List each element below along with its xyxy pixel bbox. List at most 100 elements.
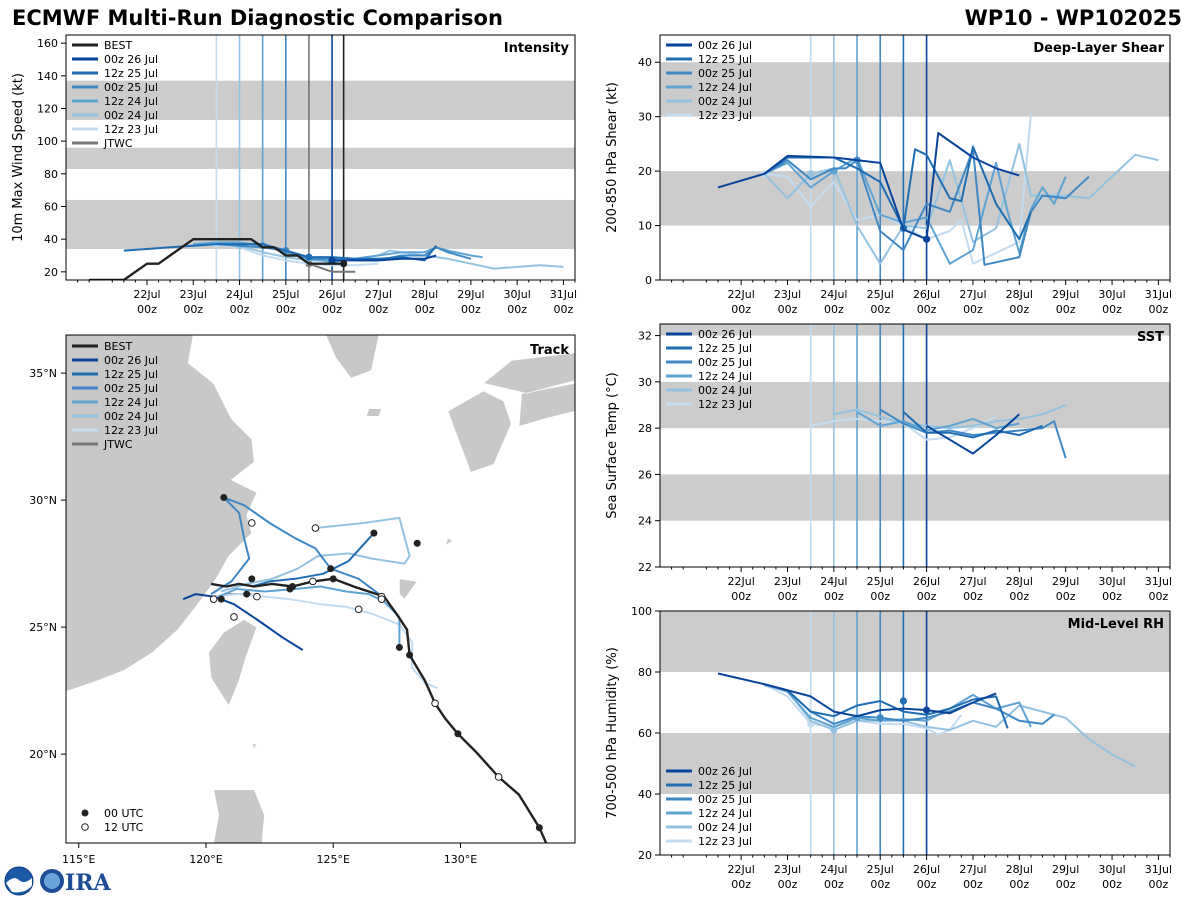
x-tick-label-hour: 00z [276,303,296,316]
series-jtwc [308,262,356,273]
marker-00z-24-jul [830,726,838,734]
x-tick-label-hour: 00z [870,590,890,603]
x-tick-label-date: 28Jul [1006,288,1033,301]
y-tick-label: 30 [638,111,652,124]
luzon-land [213,789,265,843]
shaded-band [660,62,1170,117]
x-tick-label-date: 28Jul [411,288,438,301]
series-12z-23-jul [763,683,963,736]
marker-12z-25-jul [899,697,908,705]
x-tick-label-date: 29Jul [1052,575,1079,588]
x-tick-label-hour: 00z [1009,303,1029,316]
x-tick-label-hour: 00z [137,303,157,316]
x-tick-label-hour: 00z [415,303,435,316]
position-12utc [431,699,439,708]
series-00z-25-jul [764,683,1055,725]
x-tick-label-hour: 00z [1056,878,1076,891]
y-tick-label: 100 [631,605,652,618]
jeju-land [365,408,383,417]
position-00utc [248,575,256,583]
x-tick-label-date: 25Jul [867,288,894,301]
x-tick-label-date: 27Jul [365,288,392,301]
series-12z-25-jul [902,411,1043,439]
legend-label: 00z 24 Jul [104,109,158,122]
y-tick-label: 160 [37,37,58,50]
x-tick-label-date: 27Jul [959,863,986,876]
y-tick-label: 0 [645,274,652,287]
page-title: ECMWF Multi-Run Diagnostic Comparison [12,6,503,30]
series-12z-24-jul [856,411,1020,432]
x-tick-label-date: 30Jul [504,288,531,301]
cira-logo-icon: IRA [40,869,112,896]
y-tick-label: 20°N [29,748,57,761]
y-tick-label: 100 [37,135,58,148]
legend-label: 12z 25 Jul [698,342,752,355]
marker-12z-25-jul [305,253,313,261]
y-tick-label: 40 [638,788,652,801]
x-tick-label-date: 29Jul [457,288,484,301]
marker-00z-26-jul [922,706,931,714]
x-tick-label-date: 30Jul [1098,288,1125,301]
x-tick-label-hour: 00z [1056,303,1076,316]
x-tick-label-hour: 00z [917,878,937,891]
y-tick-label: 80 [638,666,652,679]
legend-label: 00z 26 Jul [698,328,752,341]
batanes-land [251,743,258,750]
y-tick-label: 40 [44,233,58,246]
x-tick-label-hour: 00z [870,303,890,316]
track-12z-25-jul [251,532,375,588]
x-tick-label-hour: 00z [461,303,481,316]
position-00utc [454,730,462,738]
x-tick-label-hour: 00z [1149,303,1169,316]
x-tick-label-hour: 00z [778,303,798,316]
x-tick-label-date: 27Jul [959,575,986,588]
y-tick-label: 26 [638,468,652,481]
x-tick-label-hour: 00z [1009,878,1029,891]
x-tick-label-date: 29Jul [1052,288,1079,301]
x-tick-label-date: 25Jul [272,288,299,301]
legend-label: 00z 25 Jul [104,81,158,94]
legend-label: 00z 25 Jul [698,356,752,369]
x-tick-label-date: 30Jul [1098,863,1125,876]
legend-label: 00z 26 Jul [698,39,752,52]
y-tick-label: 20 [638,165,652,178]
y-tick-label: 35°N [29,367,57,380]
x-tick-label-date: 25Jul [867,575,894,588]
y-tick-label: 10 [638,220,652,233]
legend-marker-open [81,823,89,831]
marker-00z-24-jul [807,170,815,178]
amami-land [444,537,454,547]
legend-label: 12z 23 Jul [698,398,752,411]
x-tick-label-date: 24Jul [820,288,847,301]
x-tick-label-hour: 00z [824,590,844,603]
position-12utc [311,524,320,532]
x-tick-label-hour: 00z [778,878,798,891]
series-12z-25-jul [763,145,1032,241]
logos: IRA [4,866,112,896]
y-tick-label: 25°N [29,621,57,634]
x-tick-label-date: 22Jul [727,575,754,588]
korea-land [325,335,380,379]
marker-00z-25-jul [876,714,884,722]
position-00utc [220,494,228,502]
x-tick-label-hour: 00z [963,303,983,316]
y-tick-label: 80 [44,168,58,181]
position-00utc [395,643,403,651]
marker-best [340,260,348,268]
legend-label: 00z 24 Jul [698,384,752,397]
x-tick-label-date: 26Jul [913,575,940,588]
x-tick-label-hour: 00z [554,303,574,316]
position-00utc [327,565,335,573]
taiwan-land [208,619,258,707]
legend-label: 00 UTC [104,807,144,820]
position-12utc [309,577,317,586]
shaded-band [660,733,1170,794]
shaded-band [66,80,575,120]
x-tick-label-date: 30Jul [1098,575,1125,588]
noaa-logo-icon [4,866,34,896]
panel-label: Intensity [504,41,570,56]
series-best [89,237,344,280]
y-tick-label: 140 [37,70,58,83]
plot-frame [65,334,576,844]
panel-intensity: 22Jul 00z 23Jul 00z 24Jul 00z 25Jul 00z 26Jul 00z… [11,34,577,316]
